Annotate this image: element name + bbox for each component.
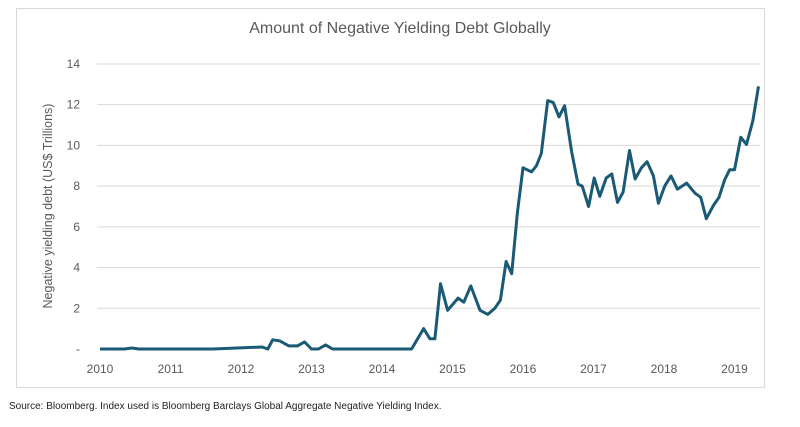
x-tick-label: 2016 [510, 362, 537, 376]
x-tick-label: 2010 [87, 362, 114, 376]
y-tick-label: - [76, 342, 80, 356]
chart-frame [16, 8, 765, 388]
series-line [100, 86, 760, 351]
x-tick-label: 2015 [439, 362, 466, 376]
y-tick-label: 2 [73, 301, 80, 315]
y-tick-label: 12 [67, 98, 81, 112]
x-tick-label: 2017 [580, 362, 607, 376]
x-tick-label: 2012 [228, 362, 255, 376]
chart-title: Amount of Negative Yielding Debt Globall… [249, 20, 551, 37]
y-tick-label: 8 [73, 179, 80, 193]
y-tick-label: 6 [73, 220, 80, 234]
x-tick-label: 2019 [721, 362, 748, 376]
x-tick-label: 2011 [158, 362, 184, 376]
y-axis-label: Negative yielding debt (US$ Trillions) [41, 104, 55, 309]
x-tick-labels: 2010 2011 2012 2013 2014 2015 2016 2017 2018 2019 [87, 362, 749, 376]
source-note: Source: Bloomberg. Index used is Bloombe… [9, 401, 442, 412]
y-tick-labels: - 2 4 6 8 10 12 14 [67, 57, 81, 356]
x-tick-label: 2014 [369, 362, 396, 376]
y-tick-label: 4 [73, 261, 80, 275]
y-tick-label: 14 [67, 57, 81, 71]
x-tick-label: 2018 [651, 362, 678, 376]
gridlines [97, 63, 760, 309]
x-tick-label: 2013 [298, 362, 325, 376]
y-tick-label: 10 [67, 138, 81, 152]
